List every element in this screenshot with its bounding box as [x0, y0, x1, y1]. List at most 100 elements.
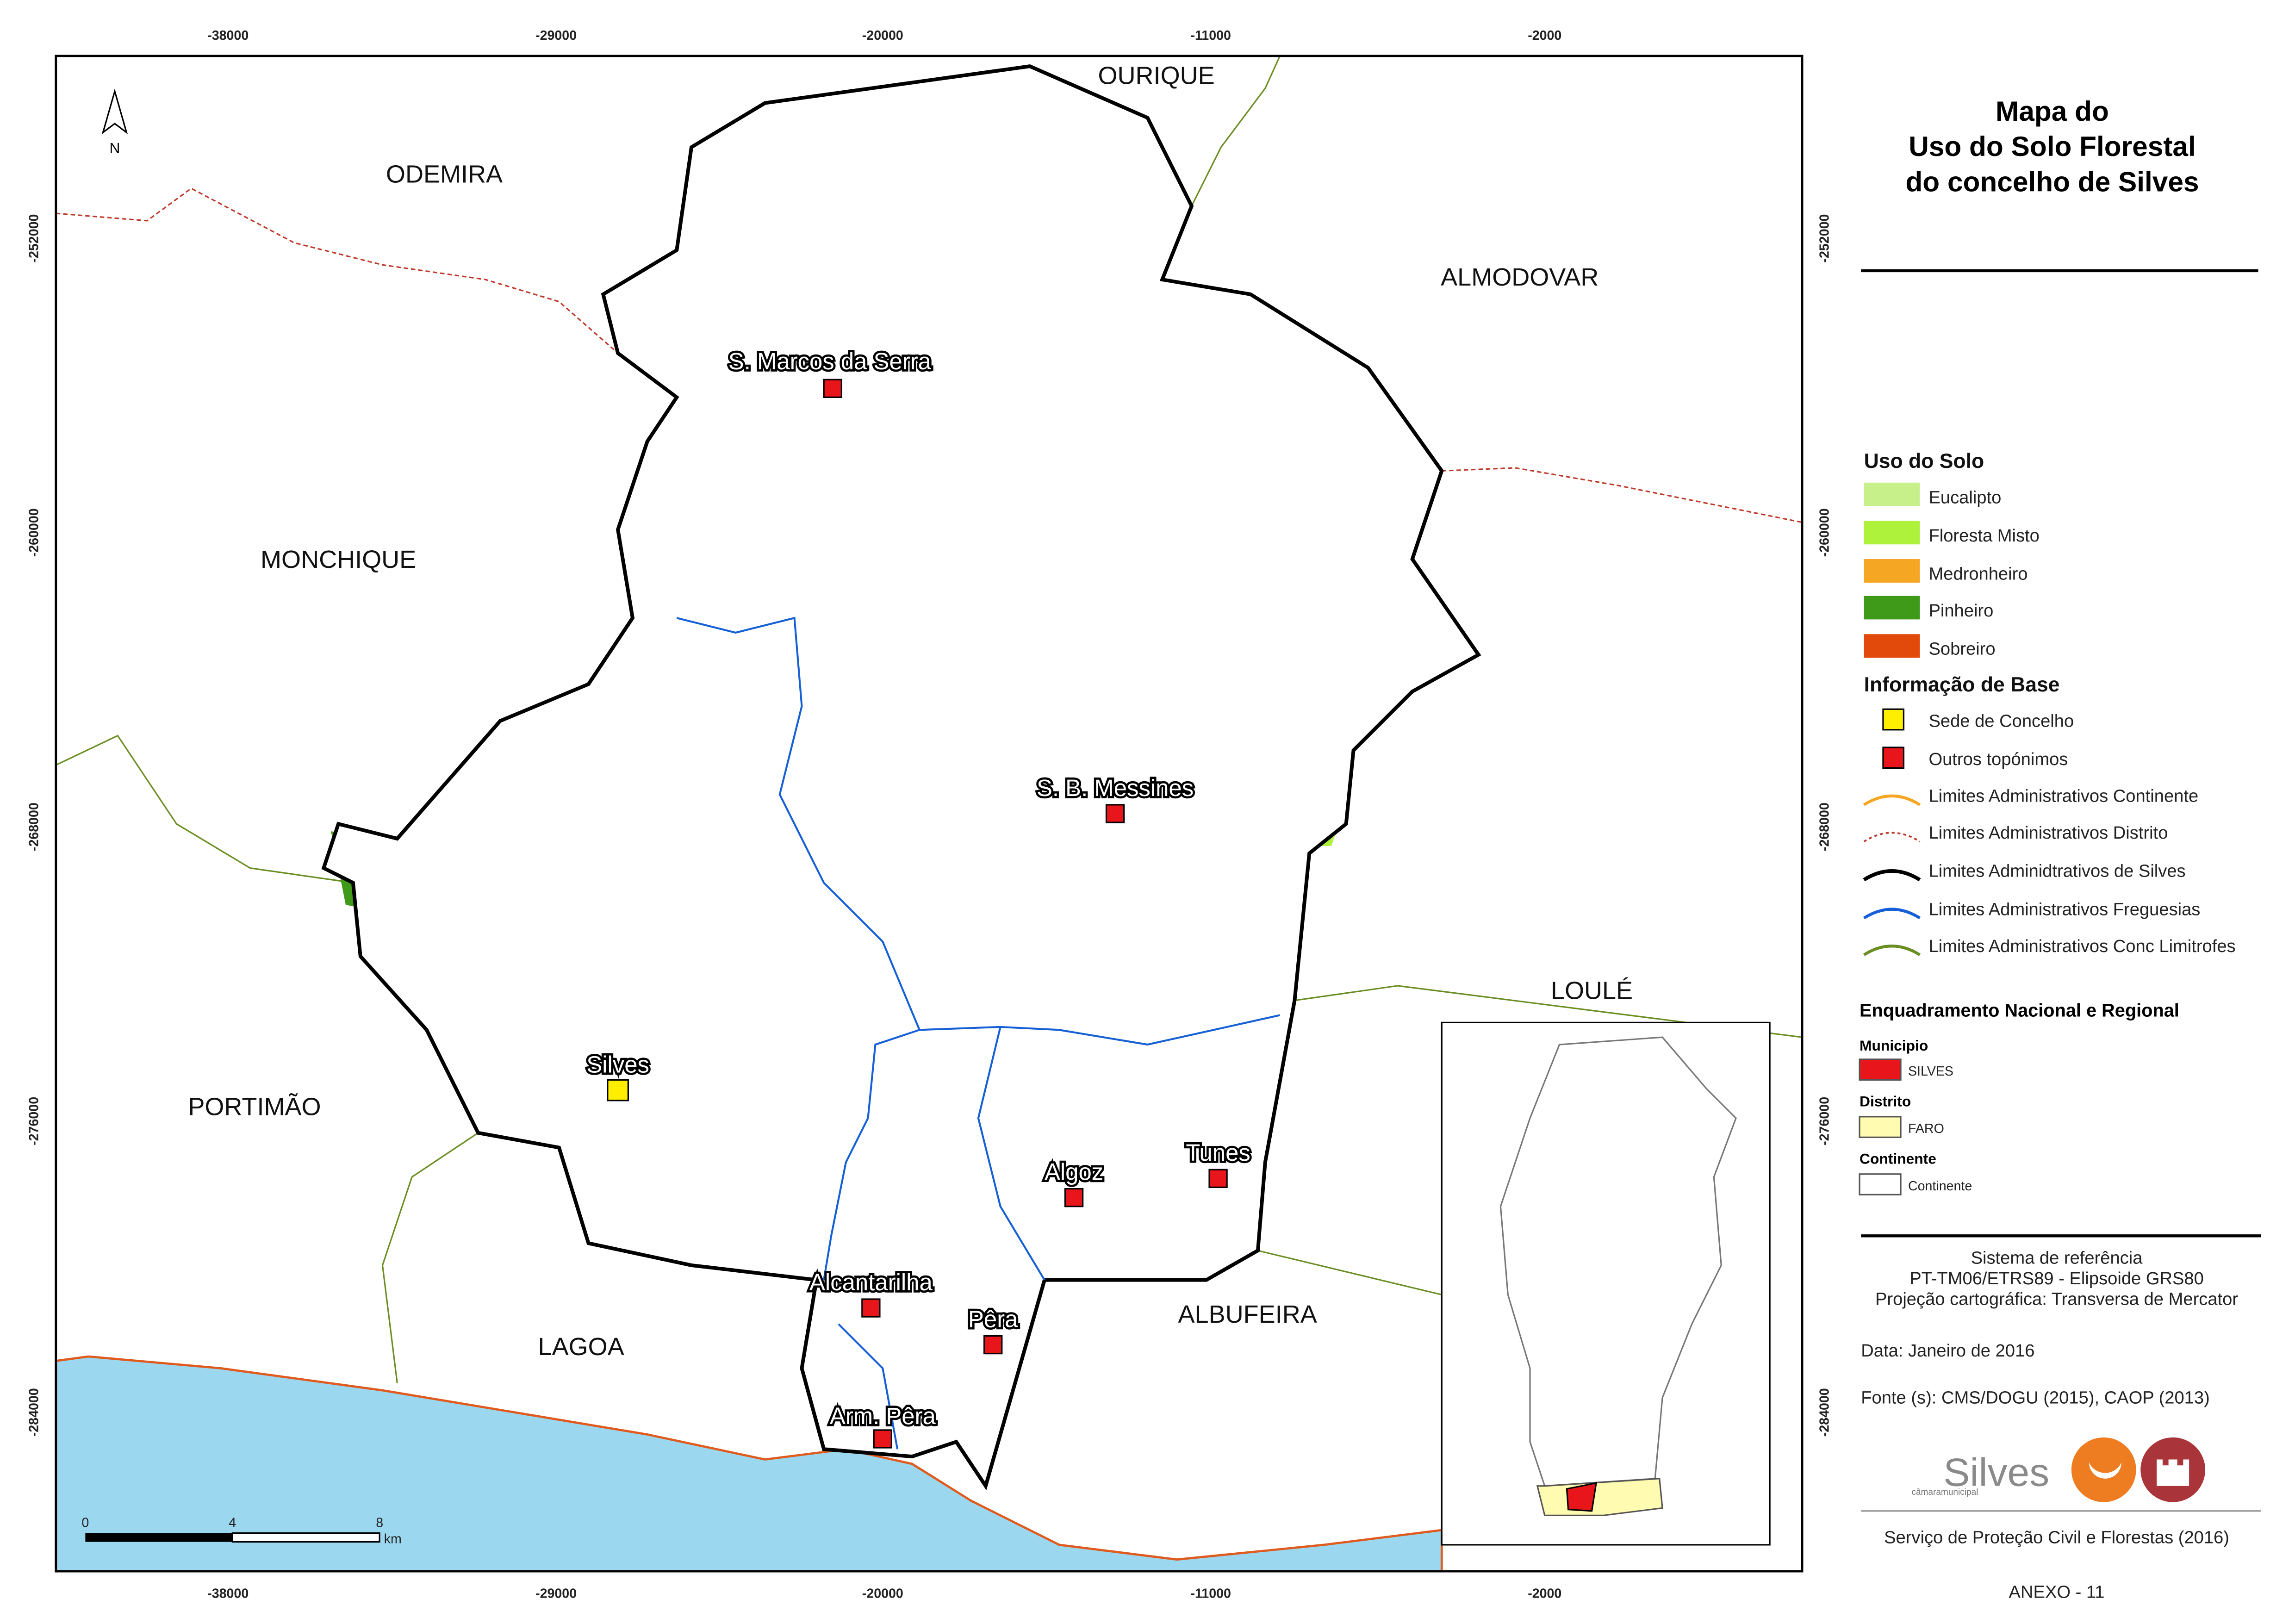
scale-label: 0 — [81, 1516, 89, 1531]
info: Sistema de referência PT-TM06/ETRS89 - E… — [1861, 1234, 2261, 1602]
legend-label: Limites Adminidtrativos de Silves — [1928, 861, 2185, 881]
legend-heading: Uso do Solo — [1864, 450, 1984, 473]
neighbour-limit — [56, 56, 1803, 1383]
town-label: Algoz — [1045, 1159, 1103, 1185]
logo-text: Silves — [1943, 1450, 2049, 1495]
logo-circle — [2071, 1437, 2136, 1502]
scale-label: 8 — [376, 1516, 383, 1531]
legend-swatch — [1864, 482, 1920, 506]
arrow-shape — [101, 88, 128, 135]
logo-castle — [2157, 1459, 2189, 1486]
title-line: Uso do Solo Florestal — [1909, 131, 2196, 162]
y-tick-label: -260000 — [27, 508, 42, 557]
region-label: OURIQUE — [1098, 62, 1214, 89]
town-label: Pêra — [968, 1306, 1018, 1332]
towns: S. Marcos da Serra S. B. Messines Silves… — [585, 346, 1253, 1449]
legend-label: Limites Administrativos Conc Limitrofes — [1928, 936, 2235, 956]
legend-swatch — [1859, 1058, 1902, 1081]
legend-label: Outros topónimos — [1928, 749, 2068, 769]
legend-label: SILVES — [1908, 1064, 1953, 1079]
map-frame — [55, 55, 1804, 1573]
town-label: Silves — [586, 1051, 649, 1077]
silves-inset — [1566, 1482, 1597, 1512]
town-marker — [1208, 1169, 1228, 1188]
y-tick-label: -276000 — [1817, 1097, 1832, 1145]
region-label: MONCHIQUE — [261, 546, 416, 573]
legend-label: Sede de Concelho — [1928, 711, 2074, 731]
legend-label: Floresta Misto — [1928, 526, 2039, 546]
legend-label: Eucalipto — [1928, 487, 2001, 507]
x-tick-label: -29000 — [535, 28, 577, 43]
y-tick-label: -276000 — [27, 1097, 42, 1145]
legend-label: Sobreiro — [1928, 639, 1995, 659]
north-arrow: N — [101, 88, 128, 156]
region-label: ALMODOVAR — [1441, 263, 1598, 291]
y-tick-label: -252000 — [1817, 214, 1832, 263]
frame-border — [55, 55, 1804, 1573]
title: Mapa do Uso do Solo Florestal do concelh… — [1861, 95, 2258, 273]
region-label: PORTIMÃO — [188, 1093, 321, 1121]
region-label: LAGOA — [538, 1333, 624, 1361]
x-tick-label: -11000 — [1190, 28, 1231, 43]
info-line: Data: Janeiro de 2016 — [1861, 1341, 2034, 1361]
footer-line: ANEXO - 11 — [2009, 1582, 2105, 1602]
legend-symbol — [1882, 708, 1905, 731]
town-marker — [861, 1298, 881, 1318]
district-limit — [56, 187, 678, 398]
scale-unit: km — [384, 1532, 402, 1547]
y-tick-label: -252000 — [27, 214, 42, 263]
legend-label: Limites Administrativos Distrito — [1928, 823, 2168, 843]
inset-map — [1441, 1021, 1771, 1546]
legend-label: Medronheiro — [1928, 564, 2028, 584]
x-tick-label: -29000 — [535, 1586, 577, 1601]
district-limit — [1442, 467, 1803, 523]
legend-label: Pinheiro — [1928, 601, 1993, 621]
legend-swatch — [1864, 559, 1920, 583]
x-tick-label: -2000 — [1528, 28, 1561, 43]
legend-subheading: Municipio — [1860, 1037, 1928, 1054]
parish-limit — [676, 616, 1281, 1450]
legend-line — [1863, 794, 1921, 806]
x-tick-label: -38000 — [207, 28, 249, 43]
region-labels: OURIQUE ODEMIRA ALMODOVAR MONCHIQUE PORT… — [188, 62, 1633, 1361]
town-label: S. B. Messines — [1037, 775, 1194, 801]
x-tick-label: -20000 — [862, 1586, 903, 1601]
town-marker — [823, 379, 842, 398]
x-tick-label: -11000 — [1190, 1586, 1231, 1601]
scale-segment — [231, 1532, 380, 1543]
y-tick-label: -268000 — [27, 803, 42, 851]
legend-label: Limites Administrativos Continente — [1928, 786, 2198, 806]
continent — [1499, 1036, 1737, 1487]
seat-marker — [607, 1079, 629, 1101]
town-marker — [1105, 804, 1125, 823]
north-label: N — [109, 140, 120, 156]
title-line: do concelho de Silves — [1905, 166, 2199, 197]
info-line: Fonte (s): CMS/DOGU (2015), CAOP (2013) — [1861, 1388, 2210, 1408]
legend-label: FARO — [1908, 1121, 1944, 1136]
legend-swatch — [1864, 634, 1920, 658]
legend: Uso do Solo Eucalipto Floresta Misto Med… — [1859, 450, 2236, 1195]
legend-label: Limites Administrativos Freguesias — [1928, 899, 2200, 919]
x-tick-label: -2000 — [1528, 1586, 1561, 1601]
legend-subheading: Distrito — [1860, 1093, 1911, 1110]
legend-swatch — [1859, 1173, 1902, 1195]
town-label: Alcantarilha — [809, 1269, 933, 1295]
y-tick-label: -284000 — [1817, 1388, 1832, 1437]
region-label: LOULÉ — [1551, 977, 1633, 1005]
legend-heading: Enquadramento Nacional e Regional — [1860, 1001, 2179, 1021]
region-label: ODEMIRA — [386, 160, 503, 188]
legend-line — [1863, 944, 1921, 956]
scale-segment — [85, 1533, 233, 1542]
legend-swatch — [1864, 596, 1920, 620]
info-line: PT-TM06/ETRS89 - Elipsoide GRS80 — [1909, 1269, 2204, 1288]
legend-heading: Informação de Base — [1864, 673, 2060, 696]
x-tick-label: -38000 — [207, 1586, 249, 1601]
legend-swatch — [1864, 521, 1920, 545]
y-tick-label: -268000 — [1817, 803, 1832, 851]
logo-moon — [2089, 1462, 2121, 1479]
town-marker — [983, 1335, 1003, 1355]
y-tick-label: -284000 — [27, 1388, 42, 1437]
coordinate-ticks: -38000 -29000 -20000 -11000 -2000 -38000… — [27, 28, 1832, 1601]
